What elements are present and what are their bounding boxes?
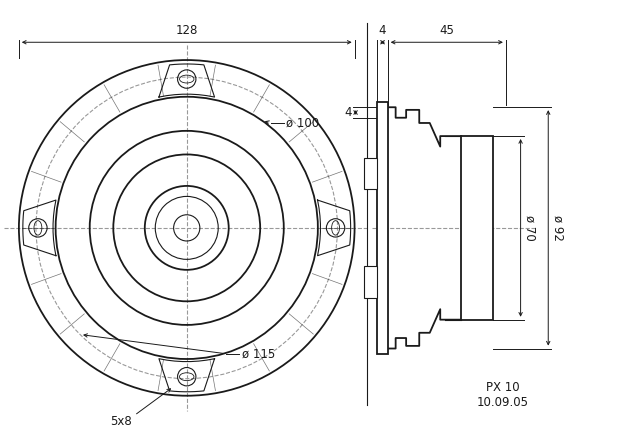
Text: ø 100: ø 100: [287, 117, 319, 129]
Text: 45: 45: [439, 24, 454, 37]
Bar: [364, 158, 377, 189]
Text: 128: 128: [176, 24, 198, 37]
Text: ø 115: ø 115: [242, 347, 275, 360]
Text: 4: 4: [344, 106, 352, 119]
Text: 5x8: 5x8: [110, 416, 132, 428]
Text: 4: 4: [379, 24, 386, 37]
Bar: [364, 267, 377, 298]
Text: 10.09.05: 10.09.05: [477, 396, 529, 409]
Bar: [377, 102, 388, 354]
Text: PX 10: PX 10: [486, 382, 520, 394]
Text: ø 70: ø 70: [524, 215, 536, 241]
Bar: [461, 136, 493, 320]
Text: ø 92: ø 92: [551, 215, 564, 241]
